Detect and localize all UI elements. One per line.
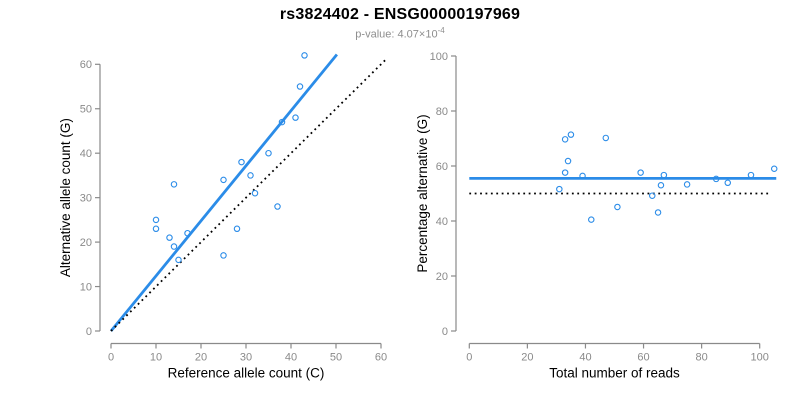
figure-subtitle: p-value: 4.07×10-4 xyxy=(0,26,800,41)
data-point xyxy=(265,149,272,157)
x-tick-label: 60 xyxy=(637,352,649,364)
y-tick-label: 50 xyxy=(80,104,92,116)
p-value-exponent: -4 xyxy=(437,26,445,35)
data-point xyxy=(170,181,178,188)
data-point xyxy=(251,189,259,197)
x-tick-label: 100 xyxy=(751,352,769,364)
data-point xyxy=(238,158,245,166)
figure-title: rs3824402 - ENSG00000197969 xyxy=(279,6,521,23)
data-point xyxy=(602,134,610,142)
data-point xyxy=(184,229,191,237)
data-point xyxy=(247,172,254,179)
y-tick-label: 60 xyxy=(80,59,92,71)
regression-line xyxy=(109,53,338,332)
data-point xyxy=(152,225,160,233)
x-tick-label: 0 xyxy=(466,352,472,364)
data-point xyxy=(561,136,569,143)
y-tick-label: 60 xyxy=(436,161,448,173)
x-tick-label: 80 xyxy=(695,352,707,364)
data-point xyxy=(564,157,572,165)
data-point xyxy=(220,252,227,259)
data-point xyxy=(296,83,304,90)
x-tick-label: 40 xyxy=(285,352,297,364)
data-point xyxy=(278,118,286,126)
y-tick-label: 20 xyxy=(436,271,448,283)
data-point xyxy=(712,175,720,183)
data-point xyxy=(614,203,621,211)
data-point xyxy=(747,171,755,179)
data-point xyxy=(579,172,586,180)
data-point xyxy=(292,114,299,121)
x-tick-label: 60 xyxy=(375,352,387,364)
data-point xyxy=(175,256,182,264)
data-point xyxy=(166,234,173,241)
x-tick-label: 20 xyxy=(521,352,533,364)
x-tick-label: 50 xyxy=(330,352,342,364)
y-tick-label: 20 xyxy=(80,237,92,249)
data-point xyxy=(649,192,656,199)
y-axis-title: Alternative allele count (G) xyxy=(58,118,73,277)
y-tick-label: 0 xyxy=(442,326,448,338)
data-point xyxy=(567,131,575,138)
data-point xyxy=(654,209,662,216)
y-tick-label: 40 xyxy=(436,216,448,228)
x-tick-label: 10 xyxy=(150,352,162,364)
data-point xyxy=(170,243,178,250)
identity-line xyxy=(110,57,388,332)
p-value-text: p-value: 4.07×10 xyxy=(355,28,438,41)
data-point xyxy=(233,225,241,233)
y-tick-label: 0 xyxy=(86,326,92,338)
data-point xyxy=(637,169,644,176)
data-point xyxy=(152,216,160,224)
y-tick-label: 40 xyxy=(80,148,92,160)
x-tick-label: 0 xyxy=(108,352,114,364)
data-point xyxy=(724,179,732,187)
data-point xyxy=(683,181,691,188)
data-point xyxy=(588,216,595,223)
x-tick-label: 40 xyxy=(579,352,591,364)
y-tick-label: 80 xyxy=(436,106,448,118)
y-tick-label: 100 xyxy=(430,51,448,63)
x-axis-title: Reference allele count (C) xyxy=(168,366,325,381)
data-point xyxy=(657,182,665,189)
data-point xyxy=(220,176,227,184)
y-axis-title: Percentage alternative (G) xyxy=(415,114,430,272)
data-point xyxy=(561,169,569,176)
data-point xyxy=(556,185,563,193)
x-tick-label: 30 xyxy=(240,352,252,364)
data-point xyxy=(274,203,281,210)
left-plot: 0 10 20 30 40 50 60 0 10 20 30 40 50 60 Reference alle… xyxy=(58,52,388,381)
y-tick-label: 10 xyxy=(80,281,92,293)
data-point xyxy=(770,165,778,173)
y-tick-label: 30 xyxy=(80,193,92,205)
x-tick-label: 20 xyxy=(195,352,207,364)
data-point xyxy=(660,171,668,179)
x-axis-title: Total number of reads xyxy=(549,366,680,381)
data-point xyxy=(301,52,308,59)
right-plot: 0 20 40 60 80 100 0 20 40 60 80 100 Total number of … xyxy=(415,51,778,381)
